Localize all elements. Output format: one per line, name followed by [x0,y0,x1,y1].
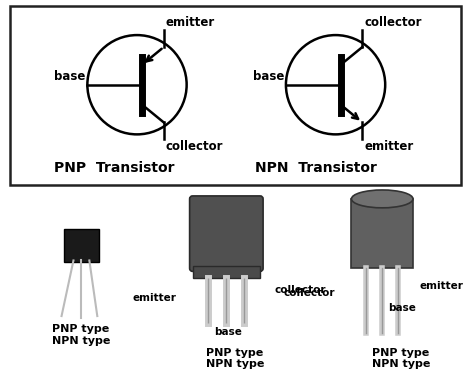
Text: collector: collector [274,285,326,295]
Text: base: base [214,327,242,337]
Bar [192,267,260,278]
Text: NPN  Transistor: NPN Transistor [255,161,377,175]
Text: PNP type
NPN type: PNP type NPN type [372,348,431,369]
Bar [10,6,461,185]
Text: collector: collector [166,140,223,153]
Text: base: base [54,70,85,83]
Text: collector: collector [365,16,422,29]
Text: base: base [253,70,284,83]
FancyBboxPatch shape [64,229,99,262]
FancyBboxPatch shape [190,196,263,271]
Text: emitter: emitter [365,140,414,153]
Text: emitter: emitter [166,16,215,29]
Text: base: base [388,303,416,313]
Text: emitter: emitter [133,293,177,303]
Bar [351,199,413,268]
Text: emitter: emitter [420,281,464,291]
Text: PNP type
NPN type: PNP type NPN type [52,324,110,346]
Text: PNP type
NPN type: PNP type NPN type [207,348,265,369]
Text: PNP  Transistor: PNP Transistor [54,161,174,175]
Ellipse shape [351,190,413,208]
Text: collector: collector [283,288,335,298]
